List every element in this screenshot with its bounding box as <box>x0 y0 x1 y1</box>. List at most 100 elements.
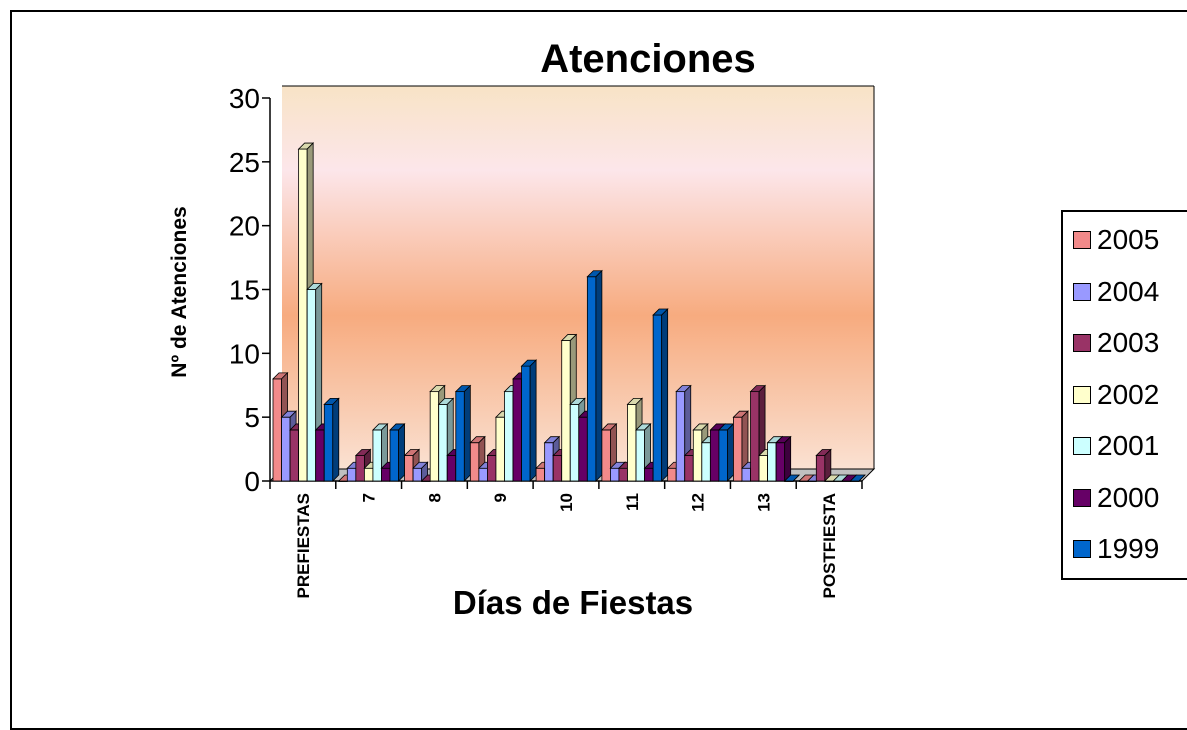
bar-front <box>412 467 423 482</box>
bar-front <box>718 429 728 482</box>
bar-front <box>586 276 597 482</box>
bar-front <box>495 416 505 482</box>
bar-front <box>389 429 399 482</box>
bar-front <box>667 467 677 482</box>
bar-1999-7 <box>389 422 406 482</box>
bar-front <box>487 455 497 482</box>
bar-front <box>289 429 300 482</box>
y-tick-label: 30 <box>229 83 260 114</box>
x-tick-label: 11 <box>623 493 642 511</box>
legend-label: 2001 <box>1097 430 1160 461</box>
legend-swatch <box>1073 540 1091 558</box>
y-axis-title: Nº de Atenciones <box>168 206 191 377</box>
bar-front <box>372 429 382 482</box>
bar-front <box>684 455 694 482</box>
legend-swatch <box>1073 282 1091 301</box>
legend-label: 2004 <box>1097 275 1160 307</box>
bar-side <box>332 397 340 482</box>
y-tick-label: 25 <box>229 147 260 178</box>
legend-item: 2002 <box>1073 375 1159 415</box>
bar-front <box>315 429 325 482</box>
bar-side <box>858 474 866 482</box>
bar-front <box>521 365 531 482</box>
bar-front <box>363 467 374 482</box>
bar-front <box>355 455 365 482</box>
bar-front <box>815 455 826 482</box>
bar-1999-PREFIESTAS <box>323 397 340 482</box>
chart-svg: Atenciones Nº de Atenciones Días de Fies… <box>168 37 876 621</box>
bar-front <box>512 378 522 482</box>
bar-front <box>733 416 743 482</box>
bar-front <box>429 391 440 482</box>
legend-item: 2001 <box>1073 426 1159 466</box>
bar-front <box>281 416 291 482</box>
x-tick-label: 8 <box>425 493 444 502</box>
legend-swatch <box>1073 385 1091 404</box>
legend-swatch <box>1073 437 1091 455</box>
y-tick-label: 10 <box>229 338 260 369</box>
bar-1999-8 <box>454 384 472 482</box>
bar-front <box>404 455 414 482</box>
x-axis-title: Días de Fiestas <box>453 584 693 621</box>
bar-front <box>775 442 786 482</box>
bar-front <box>535 467 546 482</box>
bar-front <box>627 403 637 482</box>
bar-front <box>618 467 628 482</box>
bar-front <box>381 467 391 482</box>
bar-1999-10 <box>586 269 603 482</box>
x-tick-label: 12 <box>689 493 708 512</box>
legend-label: 2003 <box>1097 327 1160 358</box>
legend-swatch <box>1073 488 1091 507</box>
y-tick-label: 5 <box>244 402 260 433</box>
bar-side <box>398 422 405 482</box>
bar-1999-12 <box>717 422 735 482</box>
bar-front <box>478 467 488 482</box>
legend-swatch <box>1073 231 1091 249</box>
y-tick-label: 0 <box>244 466 260 497</box>
bar-1999-POSTFIESTA <box>849 474 866 482</box>
bar-front <box>544 442 554 482</box>
bar-front <box>446 455 457 482</box>
bar-side <box>595 269 603 482</box>
x-tick-label: 9 <box>491 493 510 502</box>
bar-side <box>792 474 800 482</box>
legend-label: 2002 <box>1097 378 1160 410</box>
bar-front <box>578 416 588 482</box>
legend-label: 1999 <box>1097 533 1160 564</box>
legend-item: 2005 <box>1073 220 1159 260</box>
legend-item: 2004 <box>1073 272 1159 312</box>
chart-title: Atenciones <box>540 37 756 81</box>
bar-front <box>438 403 448 482</box>
bar-front <box>635 429 645 482</box>
bar-front <box>692 429 703 482</box>
bar-2003-POSTFIESTA <box>815 448 832 482</box>
bar-front <box>741 467 751 482</box>
legend-swatch <box>1073 334 1091 352</box>
bar-side <box>529 359 537 482</box>
x-tick-label: POSTFIESTA <box>820 493 839 598</box>
legend-label: 2005 <box>1097 224 1160 255</box>
bar-front <box>750 391 760 482</box>
bar-front <box>601 429 611 482</box>
bar-side <box>727 422 734 482</box>
bar-side <box>661 308 669 482</box>
bar-side <box>784 435 792 482</box>
plot-area: 0 5 10 15 20 25 30 PREFIESTAS 7 8 9 10 11 12 13 POSTFIE… <box>229 83 876 598</box>
bar-front <box>504 391 514 482</box>
bar-front <box>561 340 571 482</box>
bar-1999-9 <box>520 359 538 482</box>
bar-1999-13 <box>783 474 801 482</box>
legend-label: 2000 <box>1097 481 1160 513</box>
bar-front <box>306 289 317 482</box>
bar-front <box>272 378 282 482</box>
legend: 2005 2004 2003 2002 2001 2000 1999 <box>1061 210 1187 580</box>
x-tick-label: 10 <box>557 493 576 512</box>
bar-front <box>323 403 334 482</box>
bar-front <box>709 429 720 482</box>
bar-2000-13 <box>775 435 792 482</box>
bar-front <box>644 467 654 482</box>
legend-item: 2003 <box>1073 323 1159 363</box>
y-tick-label: 20 <box>229 211 260 242</box>
bar-front <box>767 442 777 482</box>
bar-front <box>675 391 686 482</box>
